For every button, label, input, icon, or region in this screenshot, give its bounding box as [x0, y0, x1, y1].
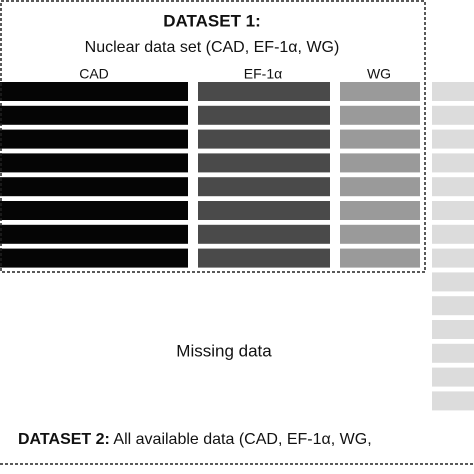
sequence-bar — [198, 248, 330, 268]
sequence-bar — [340, 105, 420, 125]
sequence-bar — [340, 129, 420, 149]
sequence-bar — [340, 248, 420, 268]
sequence-bar — [0, 153, 188, 173]
sequence-bar — [432, 177, 474, 197]
sequence-bar — [198, 201, 330, 220]
dataset2-description: All available data (CAD, EF-1α, WG, — [113, 431, 371, 448]
sequence-bar — [432, 272, 474, 292]
sequence-bar — [0, 177, 188, 197]
sequence-bar — [198, 129, 330, 149]
sequence-bar — [198, 82, 330, 101]
sequence-bar — [432, 320, 474, 339]
sequence-bar — [432, 224, 474, 244]
missing-label: Missing data — [176, 341, 272, 360]
sequence-bar — [432, 105, 474, 125]
sequence-bar — [0, 82, 188, 101]
sequence-bar — [432, 201, 474, 220]
column-label: EF-1α — [244, 66, 282, 82]
dataset2-text: DATASET 2: All available data (CAD, EF-1… — [18, 431, 372, 448]
sequence-bar — [340, 201, 420, 220]
dataset1-title: DATASET 1: — [163, 11, 261, 30]
dataset2-title: DATASET 2: — [18, 431, 110, 448]
bars — [0, 82, 474, 411]
column-label: CAD — [79, 66, 109, 82]
sequence-bar — [0, 248, 188, 268]
sequence-bar — [340, 82, 420, 101]
sequence-bar — [340, 153, 420, 173]
sequence-bar — [198, 224, 330, 244]
sequence-bar — [432, 153, 474, 173]
sequence-bar — [198, 177, 330, 197]
dataset1-box — [0, 0, 426, 273]
column-label: WG — [367, 66, 391, 82]
sequence-bar — [432, 391, 474, 411]
sequence-bar — [340, 224, 420, 244]
dataset1-subtitle: Nuclear data set (CAD, EF-1α, WG) — [85, 39, 340, 56]
sequence-bar — [432, 129, 474, 149]
sequence-bar — [0, 129, 188, 149]
sequence-bar — [432, 82, 474, 101]
sequence-bar — [432, 248, 474, 268]
sequence-bar — [0, 224, 188, 244]
sequence-bar — [0, 201, 188, 220]
sequence-bar — [198, 105, 330, 125]
sequence-bar — [432, 296, 474, 316]
sequence-bar — [432, 343, 474, 363]
sequence-bar — [432, 367, 474, 387]
sequence-bar — [0, 105, 188, 125]
sequence-bar — [198, 153, 330, 173]
sequence-bar — [340, 177, 420, 197]
